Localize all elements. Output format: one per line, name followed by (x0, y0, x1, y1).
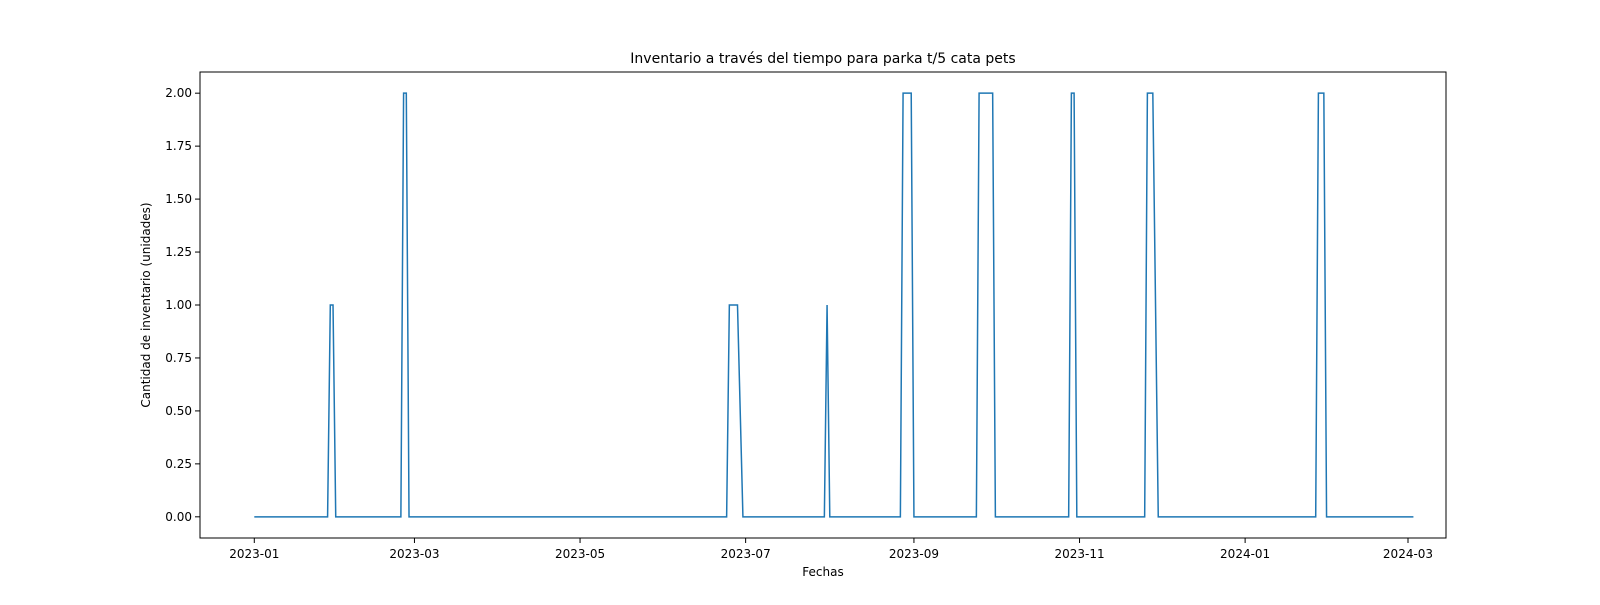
y-tick-label: 1.25 (165, 245, 192, 259)
y-tick-label: 0.75 (165, 351, 192, 365)
x-tick-label: 2023-01 (229, 547, 279, 561)
x-tick-label: 2023-05 (555, 547, 605, 561)
y-tick-label: 1.50 (165, 192, 192, 206)
y-tick-label: 0.50 (165, 404, 192, 418)
x-tick-label: 2024-01 (1220, 547, 1270, 561)
y-axis-label: Cantidad de inventario (unidades) (139, 202, 153, 407)
y-tick-label: 0.00 (165, 510, 192, 524)
x-tick-label: 2023-03 (389, 547, 439, 561)
x-tick-label: 2024-03 (1383, 547, 1433, 561)
y-tick-label: 0.25 (165, 457, 192, 471)
x-axis: 2023-01 2023-03 2023-05 2023-07 2023-09 2023-… (229, 538, 1433, 561)
x-tick-label: 2023-11 (1054, 547, 1104, 561)
x-tick-label: 2023-07 (721, 547, 771, 561)
y-tick-label: 2.00 (165, 86, 192, 100)
x-tick-label: 2023-09 (889, 547, 939, 561)
x-axis-label: Fechas (802, 565, 843, 579)
y-tick-label: 1.75 (165, 139, 192, 153)
y-axis: 0.00 0.25 0.50 0.75 1.00 1.25 1.50 1.75 2.00 (165, 86, 200, 524)
chart-title: Inventario a través del tiempo para park… (630, 51, 1015, 67)
y-tick-label: 1.00 (165, 298, 192, 312)
series-line (254, 92, 1414, 518)
plot-area (254, 92, 1414, 518)
